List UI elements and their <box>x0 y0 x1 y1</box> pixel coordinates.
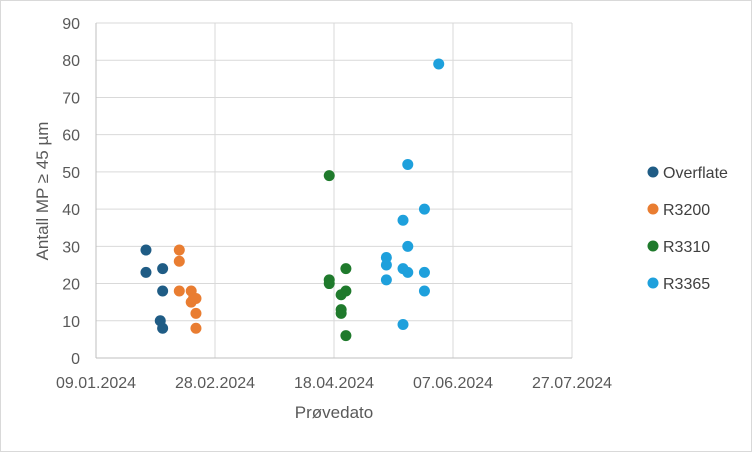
data-point <box>157 263 169 275</box>
legend-label: R3310 <box>663 239 710 256</box>
legend-label: R3365 <box>663 276 710 293</box>
data-point <box>173 285 185 297</box>
data-point <box>157 322 169 334</box>
data-point <box>190 292 202 304</box>
legend-label: Overflate <box>663 165 728 182</box>
x-tick-label: 09.01.2024 <box>56 375 136 392</box>
y-tick-label: 30 <box>62 239 80 256</box>
x-axis-title: Prøvedato <box>295 403 373 422</box>
data-point <box>402 266 414 278</box>
data-point <box>402 158 414 170</box>
y-tick-label: 50 <box>62 165 80 182</box>
y-tick-label: 90 <box>62 16 80 33</box>
data-point <box>335 307 347 319</box>
legend: Overflate R3200 R3310 R3365 <box>647 165 728 293</box>
data-point <box>323 170 335 182</box>
legend-marker <box>647 166 659 178</box>
legend-marker <box>647 203 659 215</box>
data-points <box>140 58 445 342</box>
data-point <box>340 285 352 297</box>
axes: 0 10 20 30 40 50 60 70 80 90 09.01.2024 28.02.2024 1… <box>56 16 612 392</box>
data-point <box>140 266 152 278</box>
data-point <box>418 266 430 278</box>
data-point <box>157 285 169 297</box>
gridlines <box>96 22 573 358</box>
data-point <box>340 330 352 342</box>
y-tick-label: 0 <box>71 351 80 368</box>
legend-marker <box>647 277 659 289</box>
y-axis-title: Antall MP ≥ 45 µm <box>33 122 52 261</box>
data-point <box>397 214 409 226</box>
x-tick-label: 28.02.2024 <box>175 375 255 392</box>
y-tick-label: 60 <box>62 128 80 145</box>
data-point <box>418 203 430 215</box>
data-point <box>418 285 430 297</box>
data-point <box>402 240 414 252</box>
data-point <box>397 319 409 330</box>
data-point <box>140 244 152 256</box>
data-point <box>173 244 185 256</box>
data-point <box>173 255 185 267</box>
y-tick-label: 80 <box>62 53 80 70</box>
data-point <box>323 278 335 290</box>
data-point <box>380 259 392 271</box>
y-tick-label: 10 <box>62 314 80 331</box>
legend-label: R3200 <box>663 202 710 219</box>
data-point <box>190 307 202 319</box>
data-point <box>380 274 392 286</box>
y-tick-label: 70 <box>62 90 80 107</box>
x-tick-label: 27.07.2024 <box>532 375 612 392</box>
x-tick-label: 18.04.2024 <box>294 375 374 392</box>
legend-marker <box>647 240 659 252</box>
data-point <box>190 322 202 334</box>
y-tick-label: 20 <box>62 277 80 294</box>
data-point <box>340 263 352 275</box>
x-tick-label: 07.06.2024 <box>413 375 493 392</box>
y-tick-label: 40 <box>62 202 80 219</box>
data-point <box>433 58 445 70</box>
